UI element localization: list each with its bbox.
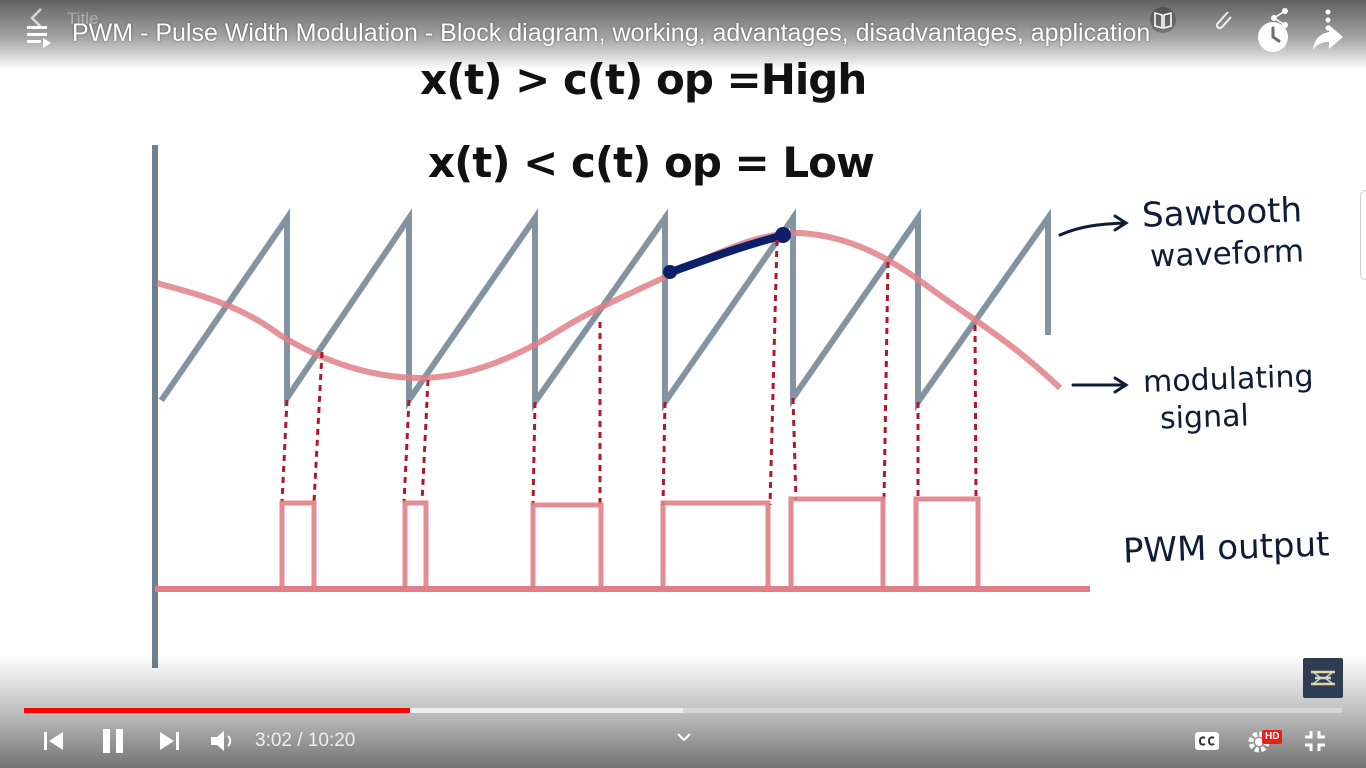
exit-fullscreen-icon[interactable] <box>1302 728 1328 754</box>
pwm-pulse <box>660 500 771 589</box>
channel-logo-mark <box>1311 670 1335 686</box>
projection-line <box>791 397 798 501</box>
projection-line <box>280 399 289 503</box>
pwm-pulse <box>788 496 886 589</box>
volume-icon[interactable] <box>208 728 238 754</box>
paperclip-icon[interactable] <box>1210 6 1236 34</box>
time-display: 3:02 / 10:20 <box>255 730 356 751</box>
arrow-to-sawtooth <box>1058 214 1129 237</box>
pause-icon[interactable] <box>100 726 128 756</box>
projection-line <box>531 401 537 506</box>
playlist-menu-icon[interactable] <box>27 24 57 52</box>
captions-icon[interactable] <box>1193 729 1221 753</box>
share-nodes-icon[interactable] <box>1268 6 1294 30</box>
book-icon[interactable] <box>1150 6 1180 34</box>
label-arrows <box>1058 214 1129 394</box>
equation-high: x(t) > c(t) op =High <box>420 55 867 104</box>
projection-line <box>882 261 890 501</box>
pwm-pulse <box>279 500 317 589</box>
projection-line <box>312 351 324 503</box>
arrow-to-modulating <box>1071 376 1129 394</box>
channel-logo[interactable] <box>1303 658 1343 698</box>
sawtooth-waveform <box>158 208 1051 412</box>
share-arrow-icon[interactable] <box>1311 22 1345 52</box>
skip-previous-icon[interactable] <box>41 729 67 753</box>
projection-line <box>420 379 430 503</box>
progress-played <box>24 708 411 713</box>
highlight-end-dot <box>775 227 791 243</box>
pwm-pulse <box>402 500 429 592</box>
pwm-pulse <box>913 496 981 589</box>
highlight-stroke <box>664 231 789 277</box>
projection-line <box>973 324 978 501</box>
side-panel-handle[interactable] <box>1360 190 1366 280</box>
equation-low: x(t) < c(t) op = Low <box>428 138 875 187</box>
modulating-label-line1: modulating <box>1142 359 1315 400</box>
projection-line <box>768 239 779 506</box>
projection-line <box>402 399 411 503</box>
pwm-output-label: PWM output <box>1122 524 1331 572</box>
projection-line <box>661 401 667 506</box>
chevron-down-icon[interactable] <box>675 731 693 745</box>
sawtooth-label-line1: Sawtooth <box>1141 190 1303 236</box>
modulating-label-line2: signal <box>1159 398 1250 437</box>
skip-next-icon[interactable] <box>156 729 182 753</box>
pwm-output-pulses <box>279 496 981 592</box>
highlight-start-dot <box>663 265 677 279</box>
back-arrow-icon[interactable] <box>26 6 48 30</box>
clock-icon[interactable] <box>1256 20 1290 54</box>
ghost-title: Title <box>67 9 99 28</box>
hd-badge: HD <box>1262 730 1283 744</box>
video-title[interactable]: PWM - Pulse Width Modulation - Block dia… <box>72 19 1151 47</box>
sawtooth-segment <box>158 208 1051 412</box>
modulating-signal <box>156 229 1063 391</box>
pwm-pulse <box>530 502 604 592</box>
progress-bar[interactable] <box>24 708 1342 713</box>
projection-lines <box>280 239 978 506</box>
sawtooth-label-line2: waveform <box>1149 233 1305 275</box>
